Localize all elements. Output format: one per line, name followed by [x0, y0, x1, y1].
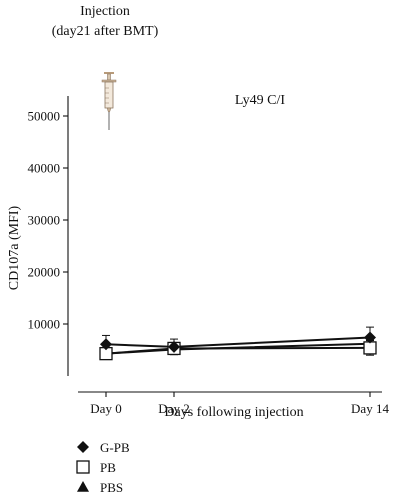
chart-subtitle: Ly49 C/I: [235, 93, 286, 108]
y-axis-label: CD107a (MFI): [7, 205, 22, 290]
data-point-g-pb: [364, 331, 376, 344]
legend-label-pbs: PBS: [100, 480, 123, 495]
annotation-line-2: (day21 after BMT): [52, 24, 159, 39]
legend: G-PB PB PBS: [76, 440, 130, 495]
annotation-line-1: Injection: [80, 4, 130, 19]
data-point-g-pb: [100, 338, 112, 351]
legend-marker-pbs: [77, 481, 89, 492]
legend-marker-g-pb: [77, 441, 89, 453]
y-ticks: 10000 20000 30000 40000 50000: [28, 109, 68, 332]
y-tick-label: 10000: [28, 317, 61, 332]
legend-label-g-pb: G-PB: [100, 440, 130, 455]
x-ticks: Day 0 Day 2 Day 14: [90, 392, 389, 416]
series-layer: [99, 326, 377, 361]
data-point-g-pb: [168, 340, 180, 353]
syringe-icon: [101, 72, 117, 130]
legend-marker-pb: [76, 460, 90, 474]
x-axis-label: Days following injection: [164, 405, 303, 420]
x-tick-label: Day 2: [158, 401, 189, 416]
y-tick-label: 40000: [28, 161, 61, 176]
x-tick-label: Day 14: [351, 401, 389, 416]
series-line: [105, 346, 371, 355]
x-tick-label: Day 0: [90, 401, 121, 416]
axes: [67, 96, 382, 393]
y-tick-label: 20000: [28, 265, 61, 280]
legend-label-pb: PB: [100, 460, 116, 475]
data-point-pb: [363, 341, 377, 355]
y-tick-label: 50000: [28, 109, 61, 124]
y-tick-label: 30000: [28, 213, 61, 228]
